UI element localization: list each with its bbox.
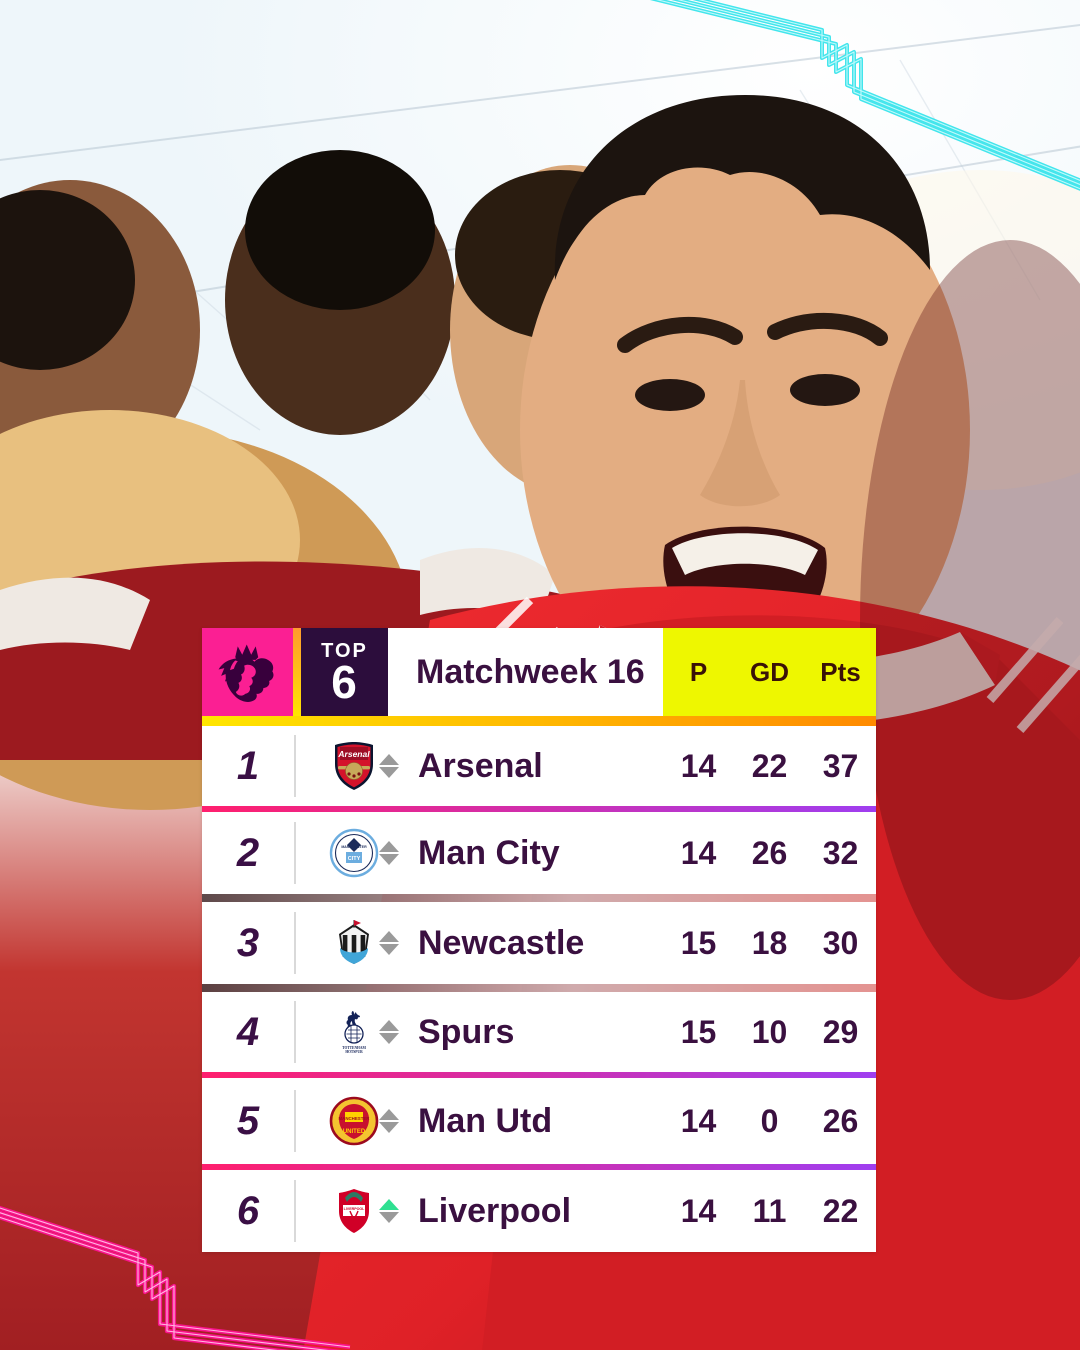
svg-text:HOTSPUR: HOTSPUR (345, 1050, 363, 1054)
svg-text:Arsenal: Arsenal (337, 749, 370, 759)
svg-text:MANCHESTER: MANCHESTER (339, 1116, 371, 1121)
svg-text:LIVERPOOL: LIVERPOOL (344, 1207, 366, 1211)
svg-text:CITY: CITY (348, 856, 361, 862)
svg-text:UNITED: UNITED (343, 1129, 366, 1135)
svg-text:MANCHESTER: MANCHESTER (341, 845, 367, 849)
